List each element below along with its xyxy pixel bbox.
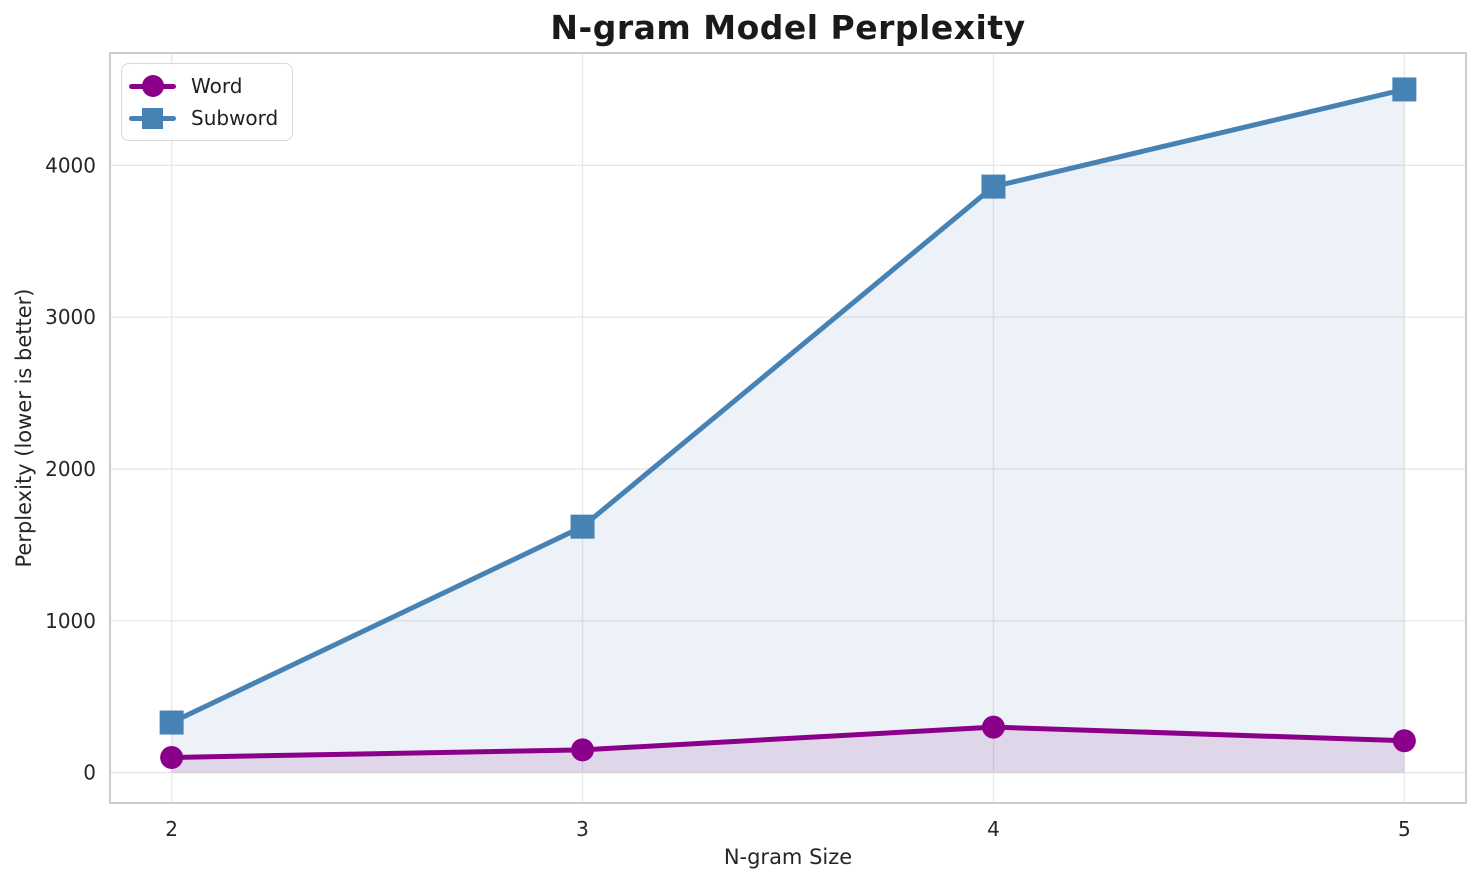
subword-line-square-marker-icon [129, 105, 176, 131]
legend: Word Subword [121, 63, 294, 141]
x-tick-label: 5 [1398, 817, 1411, 841]
legend-label-word: Word [191, 74, 243, 98]
x-tick-label: 4 [987, 817, 1000, 841]
data-point-circle-word [981, 715, 1005, 739]
data-point-square-subword [981, 174, 1006, 199]
legend-label-subword: Subword [191, 106, 279, 130]
area-fill-word [171, 727, 1405, 773]
data-point-circle-word [1392, 729, 1416, 753]
chart-title: N-gram Model Perplexity [550, 8, 1026, 47]
x-tick-label: 3 [576, 817, 589, 841]
y-tick-label: 0 [83, 761, 96, 785]
square-marker-icon [142, 107, 163, 129]
y-tick-label: 3000 [45, 305, 96, 329]
x-tick-label: 2 [165, 817, 178, 841]
series-line-word [169, 724, 1407, 760]
word-line-circle-marker-icon [129, 73, 176, 99]
series-line-subword [169, 86, 1407, 726]
legend-item-word: Word [129, 71, 278, 101]
plot-border [109, 52, 1467, 804]
y-axis-label: Perplexity (lower is better) [12, 288, 36, 568]
data-point-square-subword [570, 514, 595, 539]
area-fill-subword [171, 89, 1405, 773]
y-tick-label: 1000 [45, 609, 96, 633]
y-tick-label: 2000 [45, 457, 96, 481]
x-axis-label: N-gram Size [723, 845, 853, 869]
data-point-circle-word [571, 738, 595, 762]
y-tick-label: 4000 [45, 153, 96, 177]
data-point-square-subword [159, 710, 184, 735]
data-point-square-subword [1392, 77, 1417, 102]
legend-item-subword: Subword [129, 103, 278, 133]
data-point-circle-word [160, 745, 184, 769]
circle-marker-icon [141, 75, 164, 97]
